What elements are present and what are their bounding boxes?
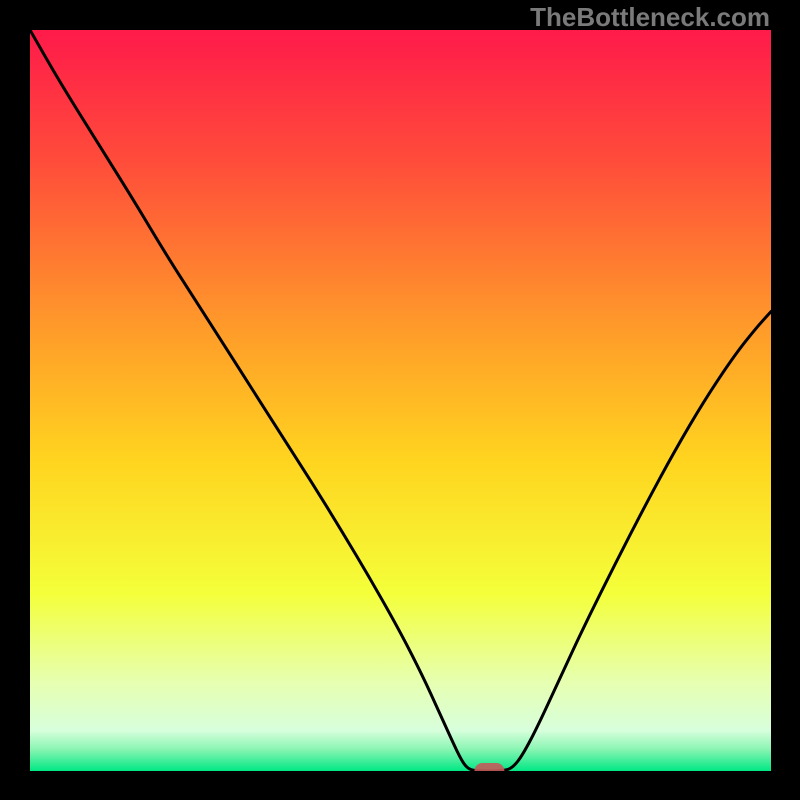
chart-svg <box>0 0 800 800</box>
watermark-text: TheBottleneck.com <box>530 2 770 33</box>
chart-frame: TheBottleneck.com <box>0 0 800 800</box>
bottleneck-curve <box>30 30 771 771</box>
chart-content-group <box>30 30 771 779</box>
bottleneck-marker <box>474 763 504 779</box>
